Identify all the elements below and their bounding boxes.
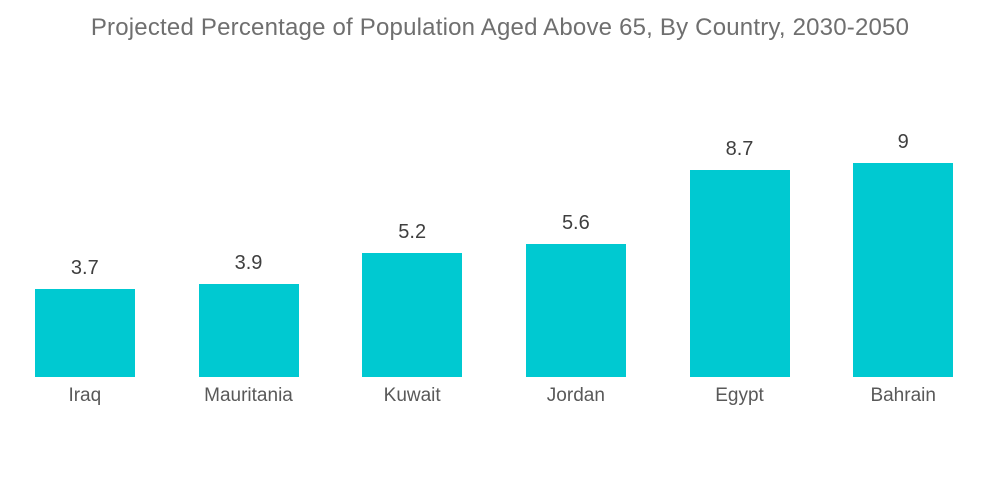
bar-jordan: [525, 244, 626, 377]
bar-column-kuwait: 5.2: [330, 220, 494, 377]
category-label-mauritania: Mauritania: [204, 385, 293, 406]
bar-column-iraq: 3.7: [3, 256, 167, 377]
category-label-jordan: Jordan: [546, 385, 605, 406]
category-label-kuwait: Kuwait: [383, 385, 441, 406]
bar-column-mauritania: 3.9: [167, 251, 331, 377]
bar-value-label: 3.7: [70, 257, 99, 279]
bar-iraq: [34, 289, 135, 377]
bar-mauritania: [198, 284, 299, 377]
bar-column-bahrain: 9: [821, 130, 985, 377]
category-axis: Iraq Mauritania Kuwait Jordan Egypt Bahrain: [3, 385, 985, 408]
category-label-egypt: Egypt: [715, 385, 764, 406]
bar-kuwait: [362, 253, 463, 377]
bar-egypt: [689, 170, 790, 377]
bar-bahrain: [853, 163, 954, 377]
bar-value-label: 5.6: [561, 212, 590, 234]
category-label-bahrain: Bahrain: [870, 385, 936, 406]
category-label-iraq: Iraq: [68, 385, 102, 406]
bar-value-label: 5.2: [398, 221, 427, 243]
bar-plot-area: 3.7 3.9 5.2 5.6 8.7 9: [3, 130, 985, 377]
bar-column-jordan: 5.6: [494, 211, 658, 377]
bar-column-egypt: 8.7: [658, 137, 822, 377]
bar-value-label: 8.7: [725, 138, 754, 160]
chart-title: Projected Percentage of Population Aged …: [90, 14, 910, 41]
bar-value-label: 3.9: [234, 252, 263, 274]
bar-value-label: 9: [897, 131, 909, 153]
